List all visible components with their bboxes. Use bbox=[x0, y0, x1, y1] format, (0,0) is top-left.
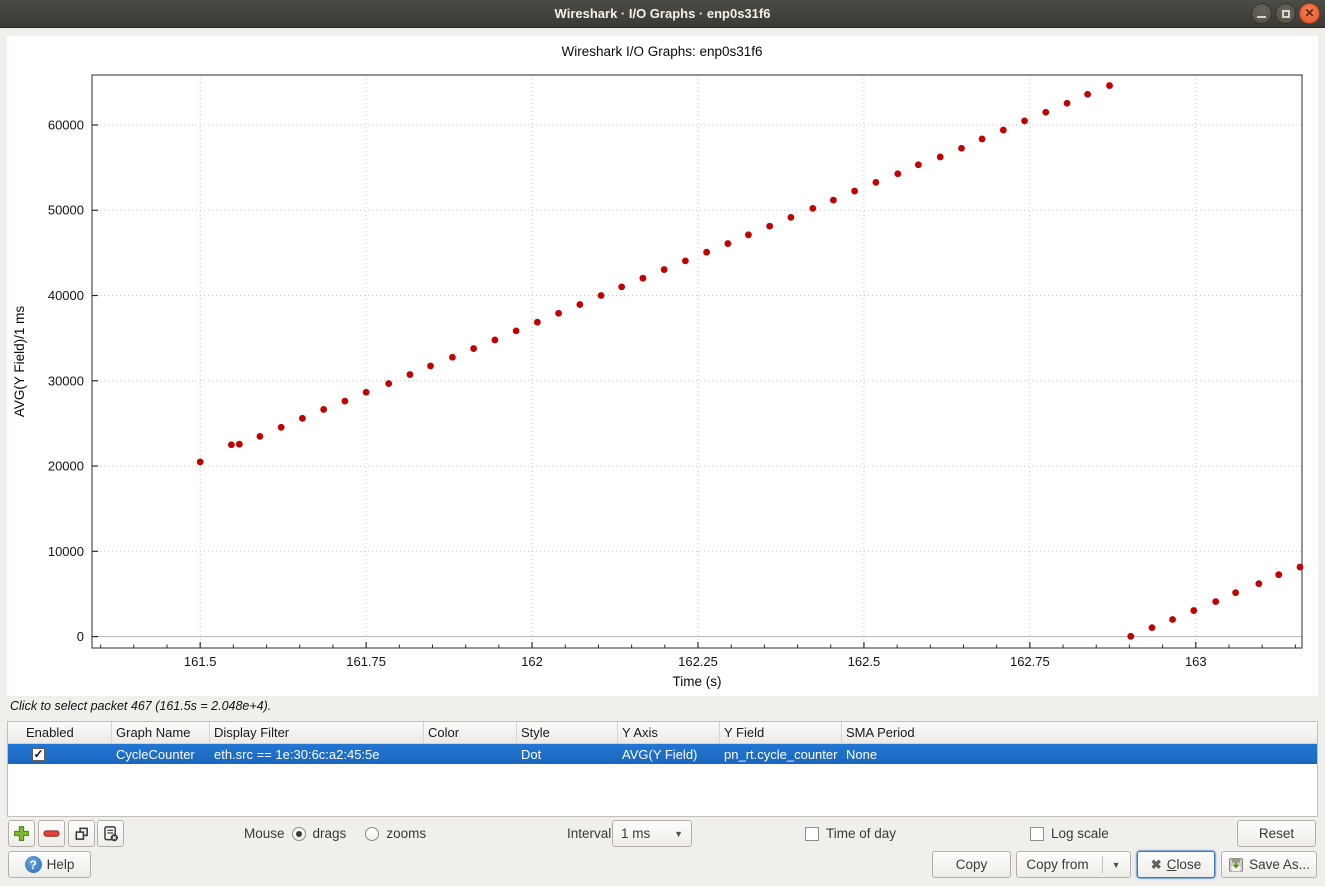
chevron-down-icon: ▼ bbox=[1111, 859, 1121, 870]
minimize-icon bbox=[1257, 16, 1266, 18]
svg-text:Time (s): Time (s) bbox=[673, 674, 722, 689]
svg-text:161.5: 161.5 bbox=[184, 654, 217, 669]
minimize-button[interactable] bbox=[1251, 3, 1272, 24]
save-as-button[interactable]: Save As... bbox=[1221, 851, 1317, 878]
time-of-day-label: Time of day bbox=[826, 826, 897, 841]
graph-name-cell[interactable]: CycleCounter bbox=[116, 746, 195, 762]
close-button[interactable]: ✖ Close bbox=[1137, 851, 1215, 878]
mouse-drags-radio[interactable] bbox=[291, 826, 306, 841]
interval-label: Interval bbox=[567, 826, 612, 841]
svg-text:0: 0 bbox=[77, 629, 84, 644]
close-icon: ✕ bbox=[1304, 6, 1315, 20]
clear-list-icon bbox=[104, 826, 118, 842]
svg-text:162.25: 162.25 bbox=[678, 654, 718, 669]
help-button[interactable]: ? Help bbox=[8, 851, 91, 878]
interval-value: 1 ms bbox=[621, 826, 651, 841]
log-scale-label: Log scale bbox=[1051, 826, 1109, 841]
time-of-day-option: Time of day bbox=[805, 820, 896, 847]
help-icon: ? bbox=[24, 856, 42, 873]
mouse-drags-label: drags bbox=[312, 826, 347, 841]
maximize-icon bbox=[1281, 9, 1290, 18]
mouse-zooms-radio[interactable] bbox=[365, 826, 380, 841]
y-axis-cell[interactable]: AVG(Y Field) bbox=[622, 746, 698, 762]
copy-from-button[interactable]: Copy from ▼ bbox=[1016, 851, 1131, 878]
duplicate-graph-button[interactable] bbox=[68, 820, 95, 847]
mouse-options: Mouse drags zooms bbox=[244, 820, 426, 847]
svg-text:10000: 10000 bbox=[48, 544, 84, 559]
col-y-axis[interactable]: Y Axis bbox=[618, 722, 720, 743]
display-filter-cell[interactable]: eth.src == 1e:30:6c:a2:45:5e bbox=[214, 746, 380, 762]
mouse-label: Mouse bbox=[244, 826, 285, 841]
graphs-table: Enabled Graph Name Display Filter Color … bbox=[7, 721, 1318, 817]
col-sma-period[interactable]: SMA Period bbox=[846, 725, 915, 740]
col-graph-name[interactable]: Graph Name bbox=[112, 722, 210, 743]
hint-text: Click to select packet 467 (161.5s = 2.0… bbox=[10, 699, 272, 713]
add-graph-button[interactable] bbox=[8, 820, 35, 847]
y-field-cell[interactable]: pn_rt.cycle_counter bbox=[724, 746, 838, 762]
chart-panel: 161.5 161.75 162 162.25 162.5 162.75 163 0 10000… bbox=[7, 36, 1318, 696]
duplicate-icon bbox=[75, 827, 88, 840]
svg-text:AVG(Y Field)/1 ms: AVG(Y Field)/1 ms bbox=[12, 306, 27, 418]
interval-dropdown[interactable]: 1 ms ▼ bbox=[612, 820, 692, 847]
save-icon bbox=[1229, 857, 1244, 872]
col-display-filter[interactable]: Display Filter bbox=[210, 722, 424, 743]
table-row[interactable]: CycleCounter eth.src == 1e:30:6c:a2:45:5… bbox=[8, 744, 1317, 764]
enabled-checkbox[interactable] bbox=[32, 747, 45, 761]
io-graph-plot[interactable]: 161.5 161.75 162 162.25 162.5 162.75 163 0 10000… bbox=[7, 36, 1318, 696]
time-of-day-checkbox[interactable] bbox=[805, 826, 819, 841]
clear-graphs-button[interactable] bbox=[97, 820, 124, 847]
col-style[interactable]: Style bbox=[517, 722, 618, 743]
svg-text:40000: 40000 bbox=[48, 288, 84, 303]
col-y-field[interactable]: Y Field bbox=[720, 722, 842, 743]
svg-text:162: 162 bbox=[521, 654, 543, 669]
chevron-down-icon: ▼ bbox=[674, 828, 683, 839]
log-scale-checkbox[interactable] bbox=[1030, 826, 1044, 841]
svg-text:20000: 20000 bbox=[48, 459, 84, 474]
svg-text:162.75: 162.75 bbox=[1010, 654, 1050, 669]
style-cell[interactable]: Dot bbox=[521, 746, 542, 762]
svg-text:163: 163 bbox=[1185, 654, 1207, 669]
titlebar[interactable]: Wireshark · I/O Graphs · enp0s31f6 ✕ bbox=[0, 0, 1325, 28]
svg-text:162.5: 162.5 bbox=[848, 654, 881, 669]
log-scale-option: Log scale bbox=[1030, 820, 1109, 847]
col-color[interactable]: Color bbox=[424, 722, 517, 743]
minus-icon bbox=[43, 830, 60, 837]
sma-period-cell[interactable]: None bbox=[846, 746, 878, 762]
footer-row: ? Help Copy Copy from ▼ ✖ Close Save As.… bbox=[0, 851, 1325, 879]
svg-text:60000: 60000 bbox=[48, 117, 84, 132]
window-controls: ✕ bbox=[1251, 3, 1320, 24]
svg-text:50000: 50000 bbox=[48, 203, 84, 218]
plus-icon bbox=[14, 826, 29, 841]
copy-button[interactable]: Copy bbox=[932, 851, 1011, 878]
maximize-button[interactable] bbox=[1275, 3, 1296, 24]
svg-text:30000: 30000 bbox=[48, 373, 84, 388]
reset-button[interactable]: Reset bbox=[1237, 820, 1316, 847]
window-title: Wireshark · I/O Graphs · enp0s31f6 bbox=[554, 6, 771, 21]
remove-graph-button[interactable] bbox=[38, 820, 65, 847]
close-x-icon: ✖ bbox=[1150, 856, 1162, 872]
mouse-zooms-label: zooms bbox=[386, 826, 427, 841]
svg-text:Wireshark I/O Graphs: enp0s31f: Wireshark I/O Graphs: enp0s31f6 bbox=[561, 44, 762, 59]
close-window-button[interactable]: ✕ bbox=[1299, 3, 1320, 24]
table-header: Enabled Graph Name Display Filter Color … bbox=[8, 722, 1317, 744]
svg-text:161.75: 161.75 bbox=[346, 654, 386, 669]
col-enabled[interactable]: Enabled bbox=[8, 722, 112, 743]
controls-row: Mouse drags zooms Interval 1 ms ▼ Time o… bbox=[0, 820, 1325, 848]
